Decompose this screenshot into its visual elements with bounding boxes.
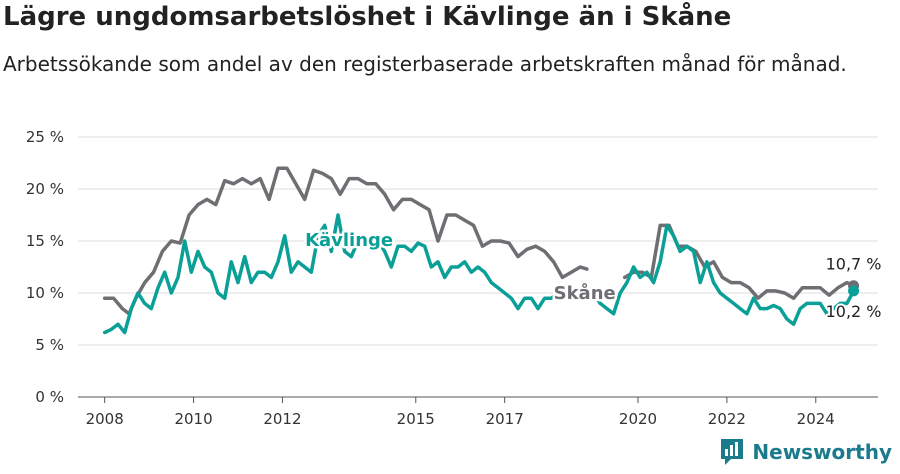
series-line-skne [102,166,589,316]
x-tick-label: 2015 [397,410,435,428]
x-tick-label: 2022 [708,410,746,428]
x-tick-label: 2024 [797,410,835,428]
chart-grid [78,136,878,398]
y-tick-label: 10 % [26,284,64,302]
y-tick-label: 0 % [35,388,64,406]
x-tick-label: 2017 [486,410,524,428]
series-line-kvlinge [591,223,856,326]
data-label-halo: 10,2 % [826,302,882,321]
x-axis-ticks: 2008 2010 2012 2015 2017 2020 2022 2024 [86,397,835,428]
y-tick-label: 20 % [26,180,64,198]
y-tick-label: 5 % [35,336,64,354]
x-tick-label: 2020 [619,410,657,428]
data-label: 10,7 % [826,255,882,274]
y-tick-label: 15 % [26,232,64,250]
x-tick-label: 2012 [263,410,301,428]
x-tick-label: 2008 [86,410,124,428]
y-tick-label: 25 % [26,128,64,146]
series-label-skne: Skåne [554,282,616,304]
data-label: 10,2 % [826,302,882,321]
y-axis-ticks: 0 % 5 % 10 % 15 % 20 % 25 % [26,128,64,406]
logo-text: Newsworthy [752,440,892,464]
chart-lines [102,166,860,335]
chart-title: Lägre ungdomsarbetslöshet i Kävlinge än … [3,2,732,32]
series-label-halo: Skåne [554,282,616,304]
series-line-kvlinge [102,213,580,335]
series-line-skne [622,223,856,300]
series-label-halo: Kävlinge [305,230,393,251]
x-tick-label: 2010 [174,410,212,428]
newsworthy-logo: Newsworthy [720,438,892,466]
data-label-halo: 10,7 % [826,255,882,274]
series-label-kvlinge: Kävlinge [305,230,393,251]
end-point-kvlinge [848,285,860,297]
chart-subtitle: Arbetssökande som andel av den registerb… [3,52,847,76]
newsworthy-icon [721,439,744,465]
